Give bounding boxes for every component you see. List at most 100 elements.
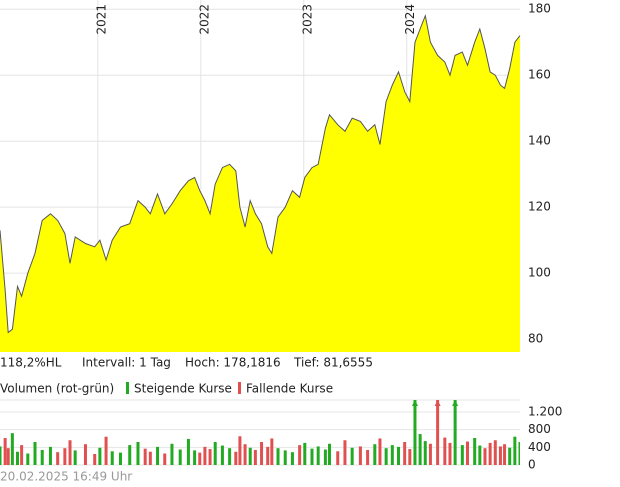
volume-bar bbox=[40, 449, 44, 465]
volume-bar bbox=[493, 440, 497, 465]
volume-bar bbox=[213, 442, 217, 465]
y-tick-label: 120 bbox=[528, 200, 551, 214]
volume-bar bbox=[423, 441, 427, 465]
volume-bar bbox=[48, 446, 52, 465]
volume-bar bbox=[428, 443, 432, 465]
volume-bar bbox=[513, 436, 517, 465]
x-tick-label: 2024 bbox=[403, 4, 417, 35]
volume-bar bbox=[208, 449, 212, 465]
volume-bar bbox=[143, 448, 147, 465]
volume-bar bbox=[220, 445, 224, 465]
volume-bar bbox=[198, 452, 202, 465]
overflow-arrow bbox=[411, 400, 418, 406]
volume-bar bbox=[478, 445, 482, 465]
volume-bar bbox=[104, 436, 108, 465]
volume-bar bbox=[260, 442, 264, 465]
overflow-arrow bbox=[434, 400, 441, 406]
y-tick-label: 80 bbox=[528, 332, 543, 346]
volume-bar bbox=[323, 449, 327, 465]
y-tick-label: 400 bbox=[528, 440, 551, 454]
volume-bar bbox=[248, 447, 252, 465]
volume-bar bbox=[298, 445, 302, 465]
footer: 20.02.2025 16:49 Uhr bbox=[0, 470, 132, 484]
volume-bar bbox=[350, 447, 354, 465]
volume-bar bbox=[0, 446, 2, 465]
volume-bar bbox=[178, 449, 182, 465]
volume-bar bbox=[396, 446, 400, 465]
x-tick-label: 2021 bbox=[94, 4, 108, 35]
volume-bar bbox=[336, 451, 340, 465]
volume-bar bbox=[390, 445, 394, 465]
volume-bar bbox=[266, 446, 270, 465]
volume-bar bbox=[10, 433, 14, 465]
volume-bar bbox=[460, 445, 464, 465]
legend-down-swatch bbox=[238, 382, 241, 394]
volume-bar bbox=[63, 448, 67, 465]
volume-bar bbox=[413, 400, 417, 465]
volume-bar bbox=[270, 438, 274, 465]
volume-bar bbox=[453, 400, 457, 465]
info-high: Hoch: 178,1816 bbox=[185, 356, 281, 370]
y-tick-label: 1.200 bbox=[528, 404, 562, 418]
volume-bar bbox=[6, 448, 10, 465]
volume-bar bbox=[378, 438, 382, 465]
volume-bar bbox=[93, 453, 97, 465]
volume-bar bbox=[3, 438, 7, 465]
volume-bar bbox=[16, 451, 20, 465]
volume-bar bbox=[418, 434, 422, 465]
x-tick-label: 2023 bbox=[300, 4, 314, 35]
volume-bar bbox=[33, 442, 37, 465]
volume-bar bbox=[384, 448, 388, 465]
volume-bar bbox=[488, 442, 492, 465]
volume-bar bbox=[408, 449, 412, 465]
volume-bar bbox=[448, 442, 452, 465]
volume-bar bbox=[303, 442, 307, 465]
volume-title: Volumen (rot-grün) bbox=[0, 382, 114, 396]
volume-bar bbox=[316, 446, 320, 465]
volume-bar bbox=[503, 444, 507, 465]
info-interval: Intervall: 1 Tag bbox=[82, 356, 171, 370]
volume-bar bbox=[156, 446, 160, 465]
price-line bbox=[0, 14, 521, 334]
legend-down: Fallende Kurse bbox=[246, 382, 333, 396]
volume-bar bbox=[436, 400, 440, 465]
volume-bar bbox=[186, 438, 190, 465]
x-tick-label: 2022 bbox=[197, 4, 211, 35]
volume-bar bbox=[193, 450, 197, 465]
volume-bar bbox=[148, 451, 152, 465]
y-tick-label: 140 bbox=[528, 134, 551, 148]
volume-bar bbox=[203, 446, 207, 465]
volume-bar bbox=[310, 448, 314, 465]
volume-bar bbox=[498, 446, 502, 465]
volume-bar bbox=[483, 448, 487, 465]
y-tick-label: 0 bbox=[528, 458, 536, 472]
volume-bar bbox=[343, 440, 347, 465]
price-area bbox=[0, 15, 520, 353]
volume-bar bbox=[118, 452, 122, 465]
legend-up-swatch bbox=[126, 382, 129, 394]
volume-bar bbox=[228, 448, 232, 465]
info-low: Tief: 81,6555 bbox=[293, 356, 373, 370]
volume-bar bbox=[98, 447, 102, 465]
volume-bar bbox=[238, 436, 242, 465]
y-tick-label: 800 bbox=[528, 422, 551, 436]
volume-bar bbox=[443, 437, 447, 465]
volume-bar bbox=[465, 441, 469, 465]
volume-bar bbox=[83, 444, 87, 465]
y-tick-label: 180 bbox=[528, 2, 551, 16]
volume-bar bbox=[508, 447, 512, 465]
volume-bar bbox=[243, 444, 247, 465]
volume-bar bbox=[358, 446, 362, 465]
volume-bar bbox=[403, 442, 407, 465]
volume-bar bbox=[253, 449, 257, 465]
volume-bar bbox=[73, 450, 77, 465]
y-tick-label: 100 bbox=[528, 266, 551, 280]
volume-bar bbox=[56, 452, 60, 465]
volume-bar bbox=[283, 450, 287, 465]
volume-bar bbox=[163, 453, 167, 465]
volume-bar bbox=[110, 451, 114, 465]
overflow-arrow bbox=[452, 400, 459, 406]
volume-bar bbox=[276, 448, 280, 465]
volume-bar bbox=[26, 453, 30, 465]
